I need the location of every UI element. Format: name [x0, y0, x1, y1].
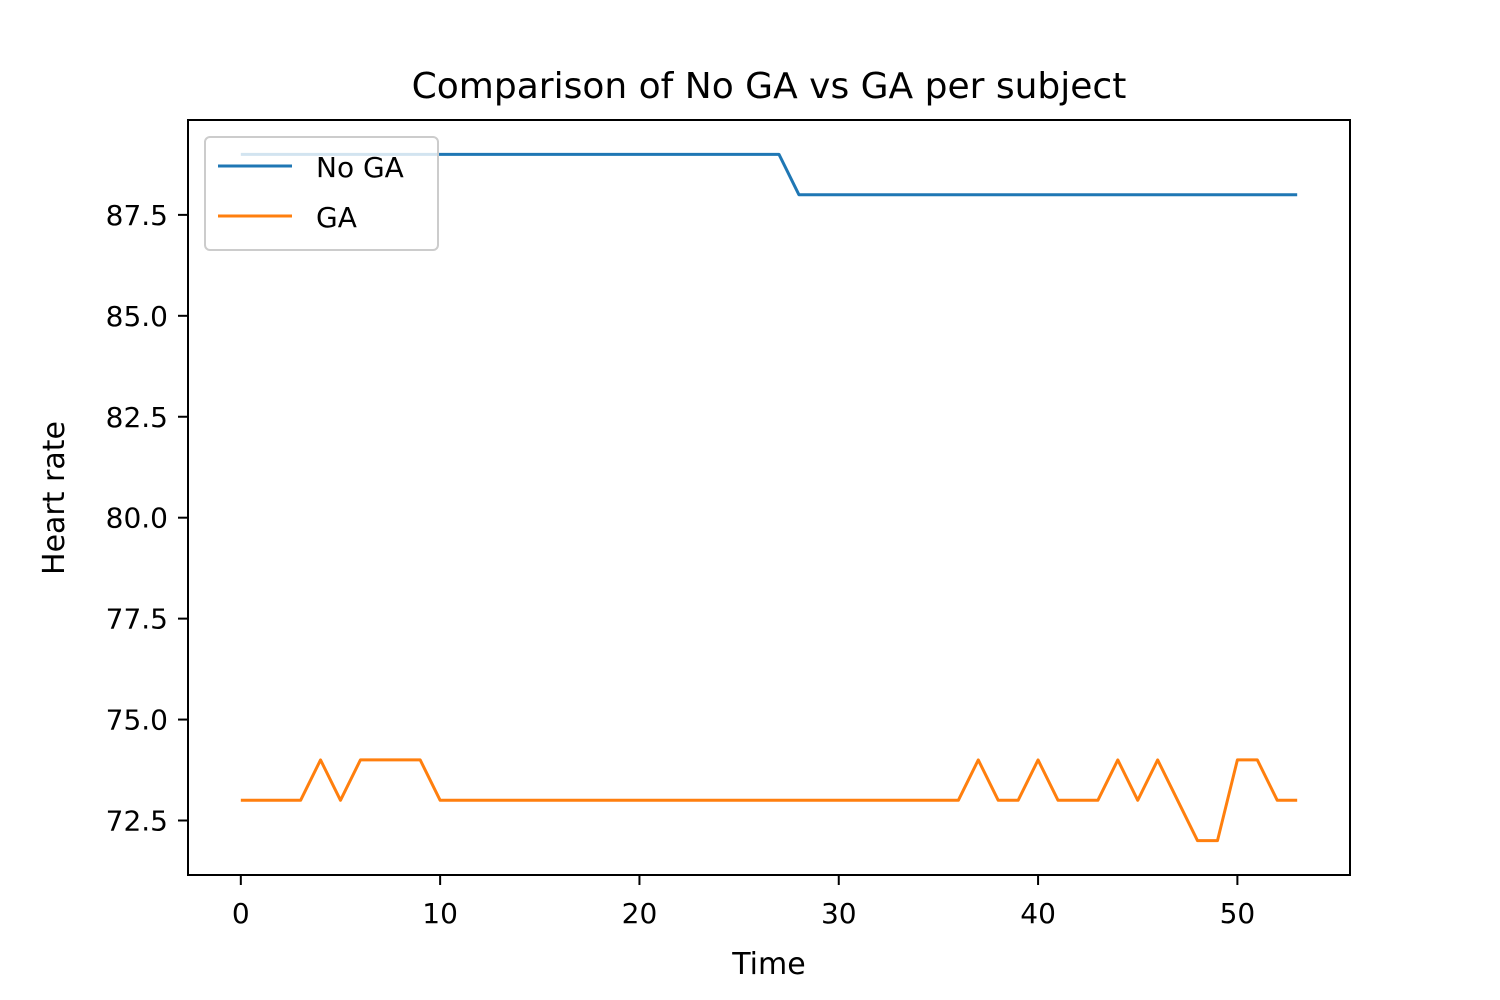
- legend-label-ga: GA: [316, 201, 357, 234]
- x-axis-ticks: 0 10 20 30 40 50: [232, 875, 1255, 930]
- y-tick-label: 80.0: [106, 502, 168, 535]
- y-axis-label: Heart rate: [37, 421, 72, 575]
- chart-title: Comparison of No GA vs GA per subject: [412, 66, 1127, 107]
- x-tick-label: 0: [232, 897, 250, 930]
- series-line-ga: [240, 758, 1298, 843]
- y-tick-label: 75.0: [106, 704, 168, 737]
- x-axis-label: Time: [731, 947, 805, 982]
- x-tick-label: 40: [1020, 897, 1056, 930]
- y-tick-label: 82.5: [106, 401, 168, 434]
- x-tick-label: 50: [1220, 897, 1256, 930]
- x-tick-label: 30: [821, 897, 857, 930]
- legend: No GA GA: [204, 136, 439, 251]
- y-tick-label: 87.5: [106, 199, 168, 232]
- x-tick-label: 10: [422, 897, 458, 930]
- legend-label-no-ga: No GA: [316, 151, 404, 184]
- y-axis-ticks: 72.5 75.0 77.5 80.0 82.5 85.0 87.5: [106, 199, 188, 837]
- plot-frame: [187, 119, 1351, 876]
- y-tick-label: 85.0: [106, 300, 168, 333]
- y-tick-label: 72.5: [106, 804, 168, 837]
- x-tick-label: 20: [622, 897, 658, 930]
- y-tick-label: 77.5: [106, 603, 168, 636]
